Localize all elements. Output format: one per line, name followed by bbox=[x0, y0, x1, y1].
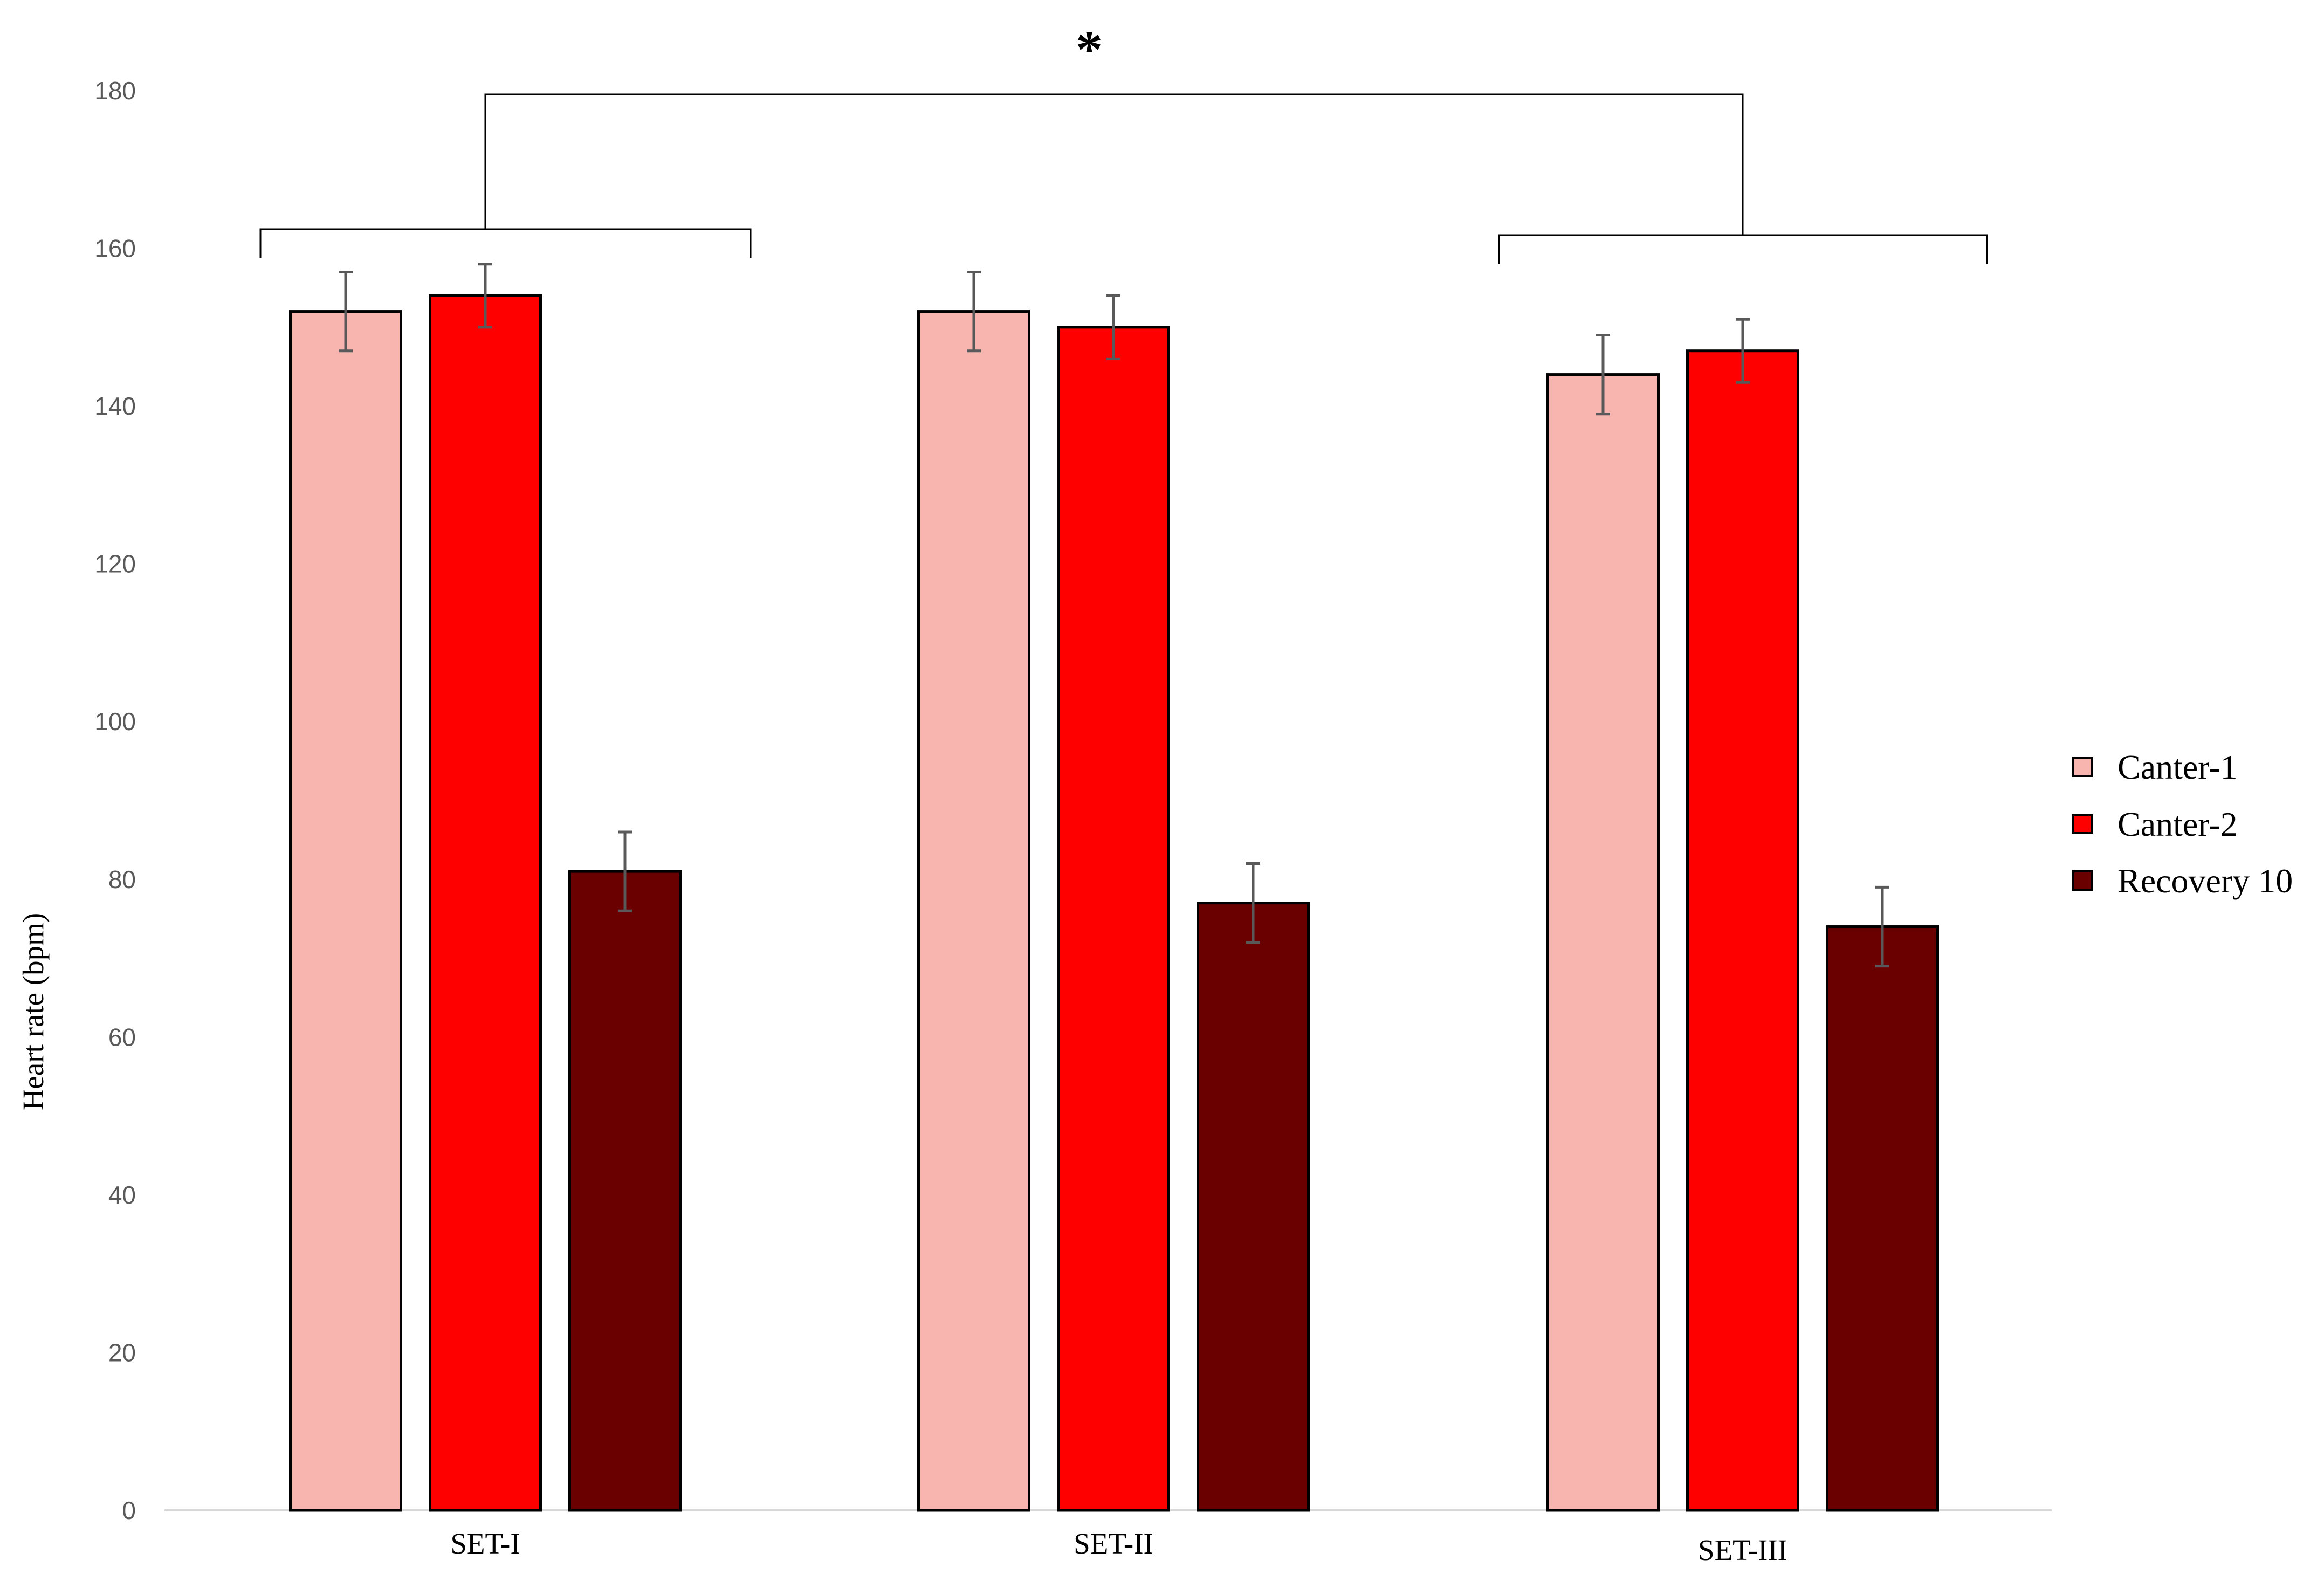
legend-label: Recovery 10 bbox=[2117, 862, 2293, 900]
y-tick-label: 40 bbox=[108, 1181, 136, 1209]
legend-swatch bbox=[2072, 870, 2093, 891]
bar bbox=[1197, 902, 1310, 1512]
bar bbox=[1057, 326, 1170, 1512]
y-tick-label: 0 bbox=[122, 1496, 136, 1524]
x-category-label: SET-III bbox=[1698, 1534, 1787, 1566]
bar bbox=[917, 310, 1030, 1512]
y-tick-label: 80 bbox=[108, 865, 136, 893]
error-bars bbox=[339, 263, 1889, 968]
y-tick-label: 120 bbox=[94, 550, 136, 578]
y-tick-label: 140 bbox=[94, 392, 136, 420]
legend-swatch bbox=[2072, 757, 2093, 777]
bar bbox=[568, 870, 682, 1512]
bracket-top bbox=[484, 93, 1744, 235]
x-category-label: SET-II bbox=[1074, 1527, 1153, 1560]
bar bbox=[1686, 349, 1799, 1512]
legend-swatch bbox=[2072, 814, 2093, 834]
bar bbox=[1546, 373, 1660, 1512]
bracket-set-iii bbox=[1498, 234, 1988, 264]
significance-label: * bbox=[1076, 19, 1103, 79]
legend-label: Canter-1 bbox=[2117, 748, 2238, 786]
bracket-set-i bbox=[259, 228, 752, 258]
y-axis-title: Heart rate (bpm) bbox=[17, 913, 50, 1110]
bar bbox=[1826, 925, 1939, 1512]
y-tick-label: 60 bbox=[108, 1023, 136, 1051]
y-tick-label: 180 bbox=[94, 77, 136, 105]
legend: Canter-1 Canter-2 Recovery 10 bbox=[2072, 748, 2293, 900]
y-tick-label: 160 bbox=[94, 235, 136, 263]
x-category-label: SET-I bbox=[450, 1527, 520, 1560]
bars bbox=[289, 294, 1939, 1512]
y-tick-label: 100 bbox=[94, 707, 136, 736]
y-tick-label: 20 bbox=[108, 1338, 136, 1366]
legend-label: Canter-2 bbox=[2117, 805, 2238, 843]
significance-brackets: * bbox=[259, 19, 1988, 264]
bar bbox=[429, 294, 542, 1512]
bar bbox=[289, 310, 402, 1512]
